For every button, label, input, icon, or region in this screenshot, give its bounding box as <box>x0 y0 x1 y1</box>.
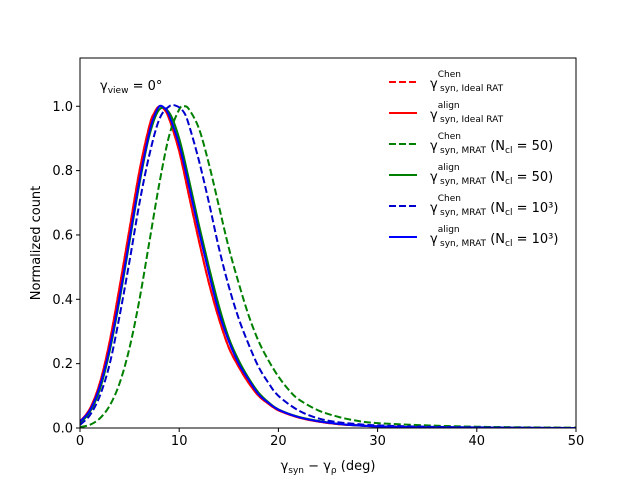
x-tick-label: 50 <box>568 434 585 449</box>
y-tick-label: 0.0 <box>52 422 73 437</box>
legend-label-3: γChen syn, MRAT (Ncl = 50) <box>430 132 553 156</box>
x-tick-label: 20 <box>270 434 287 449</box>
x-tick-label: 40 <box>469 434 486 449</box>
y-tick-label: 0.6 <box>52 228 73 243</box>
x-axis-label: γsyn − γρ (deg) <box>281 459 376 476</box>
legend-label-5: γChen syn, MRAT (Ncl = 10³) <box>430 194 558 218</box>
x-tick-label: 30 <box>369 434 386 449</box>
legend-label-2: γalign syn, Ideal RAT <box>430 101 504 125</box>
series-line-6 <box>80 104 576 428</box>
legend-label-1: γChen syn, Ideal RAT <box>430 70 504 94</box>
y-tick-label: 0.2 <box>52 357 73 372</box>
legend-label-4: γalign syn, MRAT (Ncl = 50) <box>430 163 553 187</box>
legend-label-6: γalign syn, MRAT (Ncl = 10³) <box>430 225 558 249</box>
y-tick-label: 1.0 <box>52 100 73 115</box>
y-tick-label: 0.8 <box>52 164 73 179</box>
plot-frame <box>79 57 577 429</box>
series-line-5 <box>80 104 576 428</box>
series-line-3 <box>80 105 576 428</box>
y-axis-label: Normalized count <box>29 186 44 301</box>
y-tick-label: 0.4 <box>52 293 73 308</box>
x-tick-label: 0 <box>76 434 84 449</box>
x-tick-label: 10 <box>171 434 188 449</box>
view-angle-annotation: γview = 0° <box>100 79 162 96</box>
